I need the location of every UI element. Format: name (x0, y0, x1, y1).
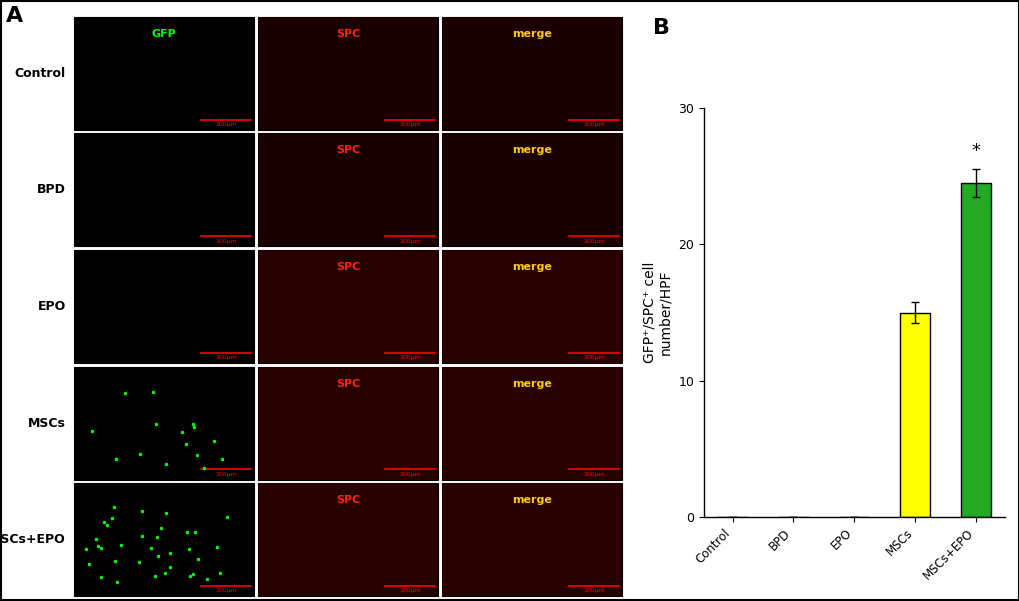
Bar (74, 250, 254, 363)
Bar (441, 17, 622, 130)
Bar (960, 183, 990, 517)
Text: MSCs: MSCs (28, 416, 66, 430)
Bar (441, 483, 622, 596)
Bar (258, 483, 438, 596)
Text: 100μm: 100μm (215, 355, 236, 360)
Text: 100μm: 100μm (583, 472, 604, 477)
Text: merge: merge (512, 495, 551, 505)
Bar (74, 17, 254, 130)
Text: 100μm: 100μm (398, 239, 421, 243)
Bar (258, 367, 438, 480)
Text: merge: merge (512, 145, 551, 156)
Text: merge: merge (512, 29, 551, 39)
Bar (441, 17, 622, 130)
Text: 100μm: 100μm (215, 472, 236, 477)
Text: SPC: SPC (335, 495, 360, 505)
Bar (441, 133, 622, 246)
Bar (258, 17, 438, 130)
Text: MSCs+EPO: MSCs+EPO (0, 533, 66, 546)
Text: SPC: SPC (335, 262, 360, 272)
Text: 100μm: 100μm (583, 355, 604, 360)
Text: SPC: SPC (335, 145, 360, 156)
Text: Control: Control (14, 67, 66, 80)
Bar (74, 133, 254, 246)
Bar (441, 367, 622, 480)
Text: 100μm: 100μm (583, 239, 604, 243)
Text: BPD: BPD (37, 183, 66, 197)
Bar (74, 367, 254, 480)
Bar (258, 17, 438, 130)
Text: A: A (6, 6, 23, 26)
Bar (899, 313, 929, 517)
Text: SPC: SPC (335, 29, 360, 39)
Text: merge: merge (512, 262, 551, 272)
Text: *: * (970, 142, 979, 160)
Bar (258, 133, 438, 246)
Text: EPO: EPO (38, 300, 66, 313)
Bar (441, 133, 622, 246)
Text: 100μm: 100μm (215, 588, 236, 593)
Text: 100μm: 100μm (583, 122, 604, 127)
Text: GFP: GFP (152, 29, 176, 39)
Text: 100μm: 100μm (215, 122, 236, 127)
Text: merge: merge (512, 379, 551, 389)
Bar (258, 483, 438, 596)
Text: 100μm: 100μm (583, 588, 604, 593)
Bar (441, 250, 622, 363)
Bar (441, 483, 622, 596)
Text: 100μm: 100μm (398, 472, 421, 477)
Text: SPC: SPC (335, 379, 360, 389)
Bar (441, 250, 622, 363)
Bar (258, 367, 438, 480)
Bar (258, 250, 438, 363)
Text: 100μm: 100μm (215, 239, 236, 243)
Text: 100μm: 100μm (398, 122, 421, 127)
Y-axis label: GFP⁺/SPC⁺ cell
number/HPF: GFP⁺/SPC⁺ cell number/HPF (642, 262, 672, 363)
Text: B: B (652, 18, 669, 38)
Bar (74, 483, 254, 596)
Bar (258, 250, 438, 363)
Bar (258, 133, 438, 246)
Bar (441, 367, 622, 480)
Text: 100μm: 100μm (398, 355, 421, 360)
Text: 100μm: 100μm (398, 588, 421, 593)
